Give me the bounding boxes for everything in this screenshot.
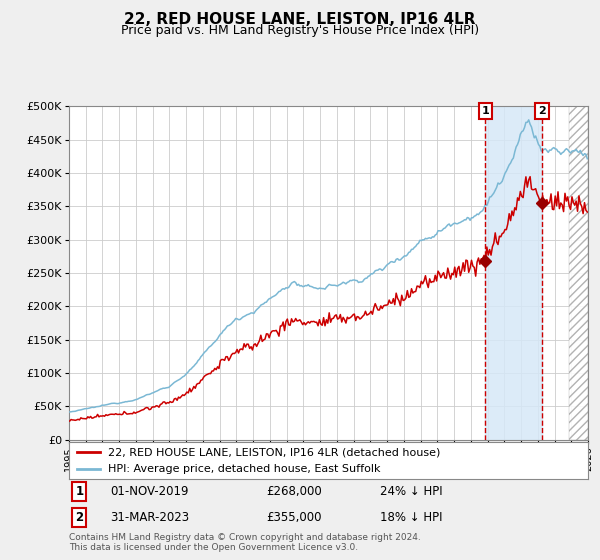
Text: 2: 2 xyxy=(538,106,546,116)
Text: £355,000: £355,000 xyxy=(266,511,322,524)
Text: 22, RED HOUSE LANE, LEISTON, IP16 4LR (detached house): 22, RED HOUSE LANE, LEISTON, IP16 4LR (d… xyxy=(108,447,440,457)
Text: 18% ↓ HPI: 18% ↓ HPI xyxy=(380,511,443,524)
Text: 2: 2 xyxy=(75,511,83,524)
Text: HPI: Average price, detached house, East Suffolk: HPI: Average price, detached house, East… xyxy=(108,464,380,474)
Text: 24% ↓ HPI: 24% ↓ HPI xyxy=(380,486,443,498)
Text: 1: 1 xyxy=(75,486,83,498)
Text: This data is licensed under the Open Government Licence v3.0.: This data is licensed under the Open Gov… xyxy=(69,543,358,552)
Text: £268,000: £268,000 xyxy=(266,486,322,498)
Text: 31-MAR-2023: 31-MAR-2023 xyxy=(110,511,190,524)
Text: 1: 1 xyxy=(482,106,490,116)
Bar xyxy=(485,106,542,440)
Text: 22, RED HOUSE LANE, LEISTON, IP16 4LR: 22, RED HOUSE LANE, LEISTON, IP16 4LR xyxy=(124,12,476,27)
Text: 01-NOV-2019: 01-NOV-2019 xyxy=(110,486,189,498)
Text: Price paid vs. HM Land Registry's House Price Index (HPI): Price paid vs. HM Land Registry's House … xyxy=(121,24,479,36)
Text: Contains HM Land Registry data © Crown copyright and database right 2024.: Contains HM Land Registry data © Crown c… xyxy=(69,533,421,542)
